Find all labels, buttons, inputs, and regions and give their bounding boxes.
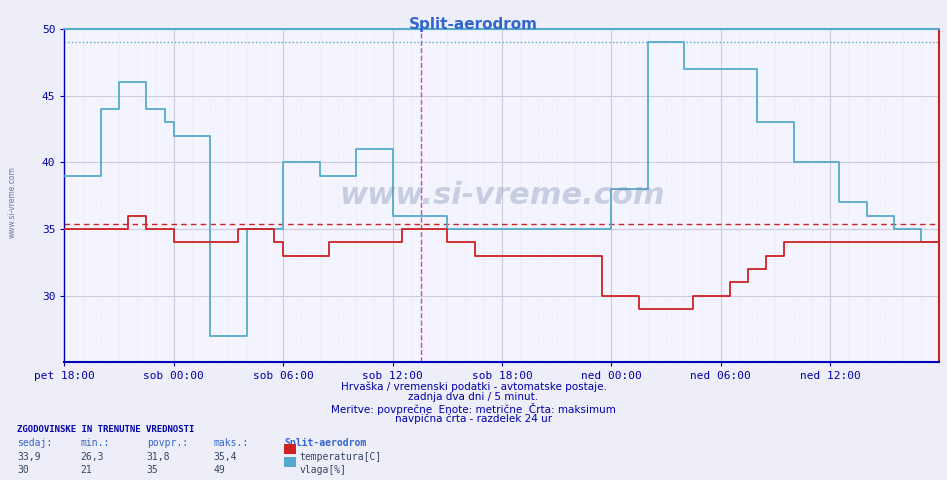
Text: 35,4: 35,4 [213, 452, 237, 462]
Text: 26,3: 26,3 [80, 452, 104, 462]
Text: 21: 21 [80, 465, 92, 475]
Text: Split-aerodrom: Split-aerodrom [284, 438, 366, 448]
Text: povpr.:: povpr.: [147, 438, 188, 448]
Text: maks.:: maks.: [213, 438, 248, 448]
Text: sedaj:: sedaj: [17, 438, 52, 448]
Text: zadnja dva dni / 5 minut.: zadnja dva dni / 5 minut. [408, 392, 539, 402]
Text: 35: 35 [147, 465, 158, 475]
Text: Hrvaška / vremenski podatki - avtomatske postaje.: Hrvaška / vremenski podatki - avtomatske… [341, 382, 606, 392]
Text: 30: 30 [17, 465, 28, 475]
Text: min.:: min.: [80, 438, 110, 448]
Text: Split-aerodrom: Split-aerodrom [409, 17, 538, 32]
Text: 33,9: 33,9 [17, 452, 41, 462]
Text: ZGODOVINSKE IN TRENUTNE VREDNOSTI: ZGODOVINSKE IN TRENUTNE VREDNOSTI [17, 425, 194, 434]
Text: Meritve: povprečne  Enote: metrične  Črta: maksimum: Meritve: povprečne Enote: metrične Črta:… [331, 403, 616, 415]
Text: vlaga[%]: vlaga[%] [299, 465, 347, 475]
Text: temperatura[C]: temperatura[C] [299, 452, 382, 462]
Text: www.si-vreme.com: www.si-vreme.com [339, 181, 665, 210]
Text: 49: 49 [213, 465, 224, 475]
Text: navpična črta - razdelek 24 ur: navpična črta - razdelek 24 ur [395, 413, 552, 424]
Text: www.si-vreme.com: www.si-vreme.com [8, 166, 17, 238]
Text: 31,8: 31,8 [147, 452, 170, 462]
